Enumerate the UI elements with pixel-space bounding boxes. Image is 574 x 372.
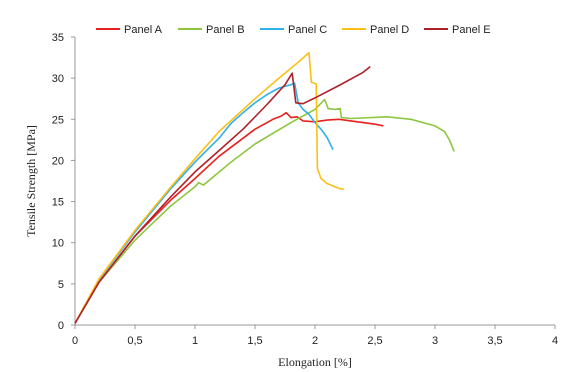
legend: Panel A Panel B Panel C Panel D Panel E	[96, 24, 491, 36]
series-line-panel-b	[74, 98, 455, 324]
legend-item-panel-a: Panel A	[96, 24, 163, 36]
legend-label: Panel D	[370, 24, 409, 36]
ticks: 0 0,5 1 1,5 2 2,5 3 3,5 4 0 5 10 15 20 25 30 35	[52, 32, 558, 347]
x-tick-label: 2,5	[367, 335, 382, 347]
y-tick-label: 0	[58, 320, 64, 332]
legend-label: Panel E	[452, 24, 491, 36]
x-tick-label: 4	[552, 335, 558, 347]
x-axis-title: Elongation [%]	[278, 355, 352, 369]
y-tick-label: 20	[52, 155, 64, 167]
legend-label: Panel A	[124, 24, 163, 36]
series-line-panel-e	[74, 65, 371, 324]
series-line-panel-c	[74, 82, 334, 324]
legend-item-panel-c: Panel C	[260, 24, 327, 36]
x-tick-label: 1,5	[247, 335, 262, 347]
legend-label: Panel C	[288, 24, 327, 36]
x-tick-label: 0	[72, 335, 78, 347]
y-tick-label: 30	[52, 73, 64, 85]
y-tick-label: 15	[52, 197, 64, 209]
y-tick-label: 35	[52, 32, 64, 44]
legend-item-panel-e: Panel E	[424, 24, 491, 36]
legend-item-panel-d: Panel D	[342, 24, 409, 36]
series-line-panel-d	[74, 51, 344, 324]
y-tick-label: 10	[52, 238, 64, 250]
series-line-panel-a	[74, 111, 384, 324]
series-lines	[74, 51, 455, 324]
axes	[74, 37, 555, 326]
x-tick-label: 0,5	[127, 335, 142, 347]
y-tick-label: 5	[58, 279, 64, 291]
legend-item-panel-b: Panel B	[178, 24, 245, 36]
x-tick-label: 3,5	[487, 335, 502, 347]
y-axis-title: Tensile Strength [MPa]	[24, 125, 38, 237]
y-tick-label: 25	[52, 114, 64, 126]
x-tick-label: 3	[432, 335, 438, 347]
x-tick-label: 2	[312, 335, 318, 347]
x-tick-label: 1	[192, 335, 198, 347]
legend-label: Panel B	[206, 24, 245, 36]
